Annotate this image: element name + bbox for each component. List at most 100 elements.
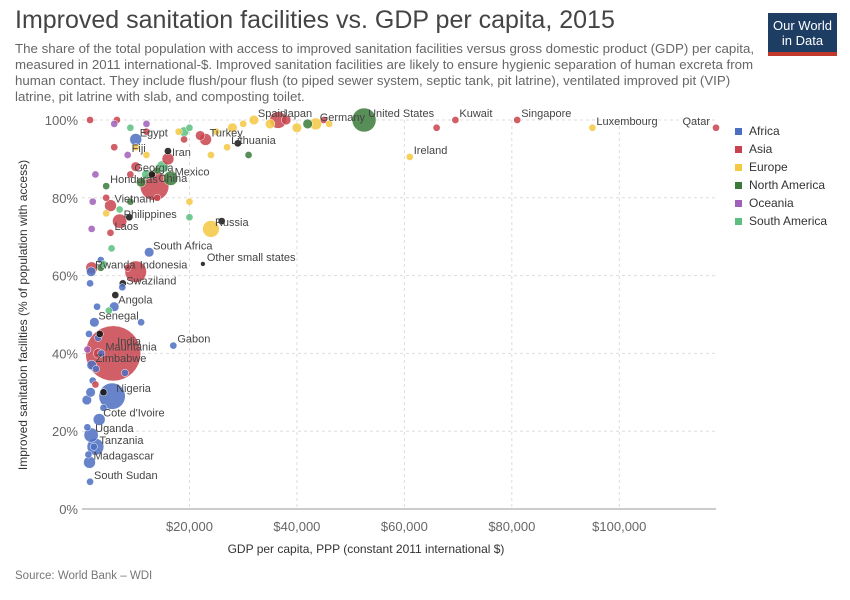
data-point (87, 225, 96, 233)
data-point (302, 118, 313, 129)
point-label: Ireland (414, 145, 448, 157)
data-point (131, 143, 140, 152)
legend-item[interactable]: North America (735, 176, 827, 194)
data-point (102, 193, 111, 202)
chart-title: Improved sanitation facilities vs. GDP p… (15, 6, 615, 34)
point-label: Philippines (124, 209, 178, 221)
data-point (126, 197, 135, 206)
data-point (123, 151, 132, 159)
data-point (180, 135, 188, 144)
legend-item[interactable]: Europe (735, 158, 827, 176)
data-point (92, 365, 100, 373)
data-point (112, 213, 128, 229)
data-point (123, 263, 132, 272)
data-point (91, 170, 100, 179)
data-point (89, 317, 100, 328)
data-point (405, 153, 414, 161)
data-point (118, 283, 127, 292)
data-point (144, 247, 155, 258)
point-label: Nigeria (116, 383, 152, 395)
legend: Africa Asia Europe North America Oceania Sout… (735, 122, 827, 230)
legend-swatch (735, 199, 742, 207)
data-point (265, 118, 276, 129)
data-point (99, 404, 108, 412)
data-point (513, 116, 522, 124)
data-point (130, 161, 141, 172)
legend-swatch (735, 145, 742, 153)
point-label: Swaziland (126, 275, 176, 287)
data-point (212, 127, 221, 136)
axis-ticks: 0% 20% 40% 60% 80% 100% $20,000 $40,000 $60,000 $… (45, 113, 647, 534)
point-label: Other small states (207, 252, 296, 264)
data-point (712, 123, 720, 132)
legend-item[interactable]: South America (735, 212, 827, 230)
data-point (85, 330, 93, 338)
data-point (126, 170, 135, 179)
data-point (110, 143, 119, 152)
data-point (86, 279, 94, 288)
x-axis-title: GDP per capita, PPP (constant 2011 inter… (228, 542, 505, 556)
x-tick-label: $40,000 (273, 519, 320, 534)
data-point (125, 213, 134, 222)
point-label: Gabon (177, 334, 210, 346)
point-label: South Africa (153, 240, 213, 252)
data-point (351, 107, 377, 133)
point-label: Angola (118, 295, 153, 307)
data-point (91, 380, 100, 389)
point-label: Japan (282, 108, 312, 120)
data-point (86, 116, 94, 124)
legend-label: Africa (749, 124, 780, 138)
data-point (86, 266, 97, 277)
y-tick-label: 100% (45, 113, 79, 128)
data-points (81, 107, 720, 486)
point-label: Rwanda (95, 260, 136, 272)
legend-item[interactable]: Africa (735, 122, 827, 140)
point-label: Georgia (134, 162, 174, 174)
legend-label: Asia (749, 142, 773, 156)
data-point (110, 120, 119, 128)
data-point (102, 209, 111, 218)
data-point (239, 120, 248, 128)
data-point (115, 205, 124, 214)
point-label: Honduras (110, 174, 158, 186)
legend-item[interactable]: Oceania (735, 194, 827, 212)
x-tick-label: $80,000 (488, 519, 535, 534)
point-label: Zimbabwe (96, 353, 147, 365)
legend-swatch (735, 127, 742, 135)
owid-logo[interactable]: Our World in Data (768, 13, 837, 56)
data-point (142, 127, 151, 136)
point-label: Russia (215, 217, 250, 229)
data-point (105, 306, 113, 315)
point-label: Luxembourg (596, 116, 657, 128)
data-point (84, 450, 93, 459)
data-point (99, 260, 108, 268)
chart-subtitle: The share of the total population with a… (15, 41, 755, 104)
data-point (95, 330, 104, 338)
data-point (185, 197, 194, 206)
source-note: Source: World Bank – WDI (15, 570, 153, 582)
x-tick-label: $100,000 (592, 519, 646, 534)
data-point (325, 120, 334, 128)
data-point (207, 151, 215, 159)
data-point (153, 166, 162, 175)
x-tick-label: $60,000 (381, 519, 428, 534)
point-label: Singapore (521, 108, 571, 120)
point-label: Mexico (175, 166, 210, 178)
data-point (153, 193, 162, 202)
point-label: Fiji (132, 143, 146, 155)
data-point (136, 177, 147, 188)
data-point (195, 130, 206, 141)
data-point (169, 341, 178, 350)
point-label: Senegal (98, 310, 138, 322)
data-point (164, 147, 172, 155)
data-point (432, 123, 441, 132)
point-label: Mauritania (105, 341, 157, 353)
legend-item[interactable]: Asia (735, 140, 827, 158)
data-point (142, 151, 151, 159)
data-point (185, 213, 194, 222)
data-point (93, 302, 101, 311)
logo-line-2: in Data (781, 33, 824, 48)
logo-line-1: Our World (773, 18, 832, 33)
data-point (227, 122, 238, 133)
